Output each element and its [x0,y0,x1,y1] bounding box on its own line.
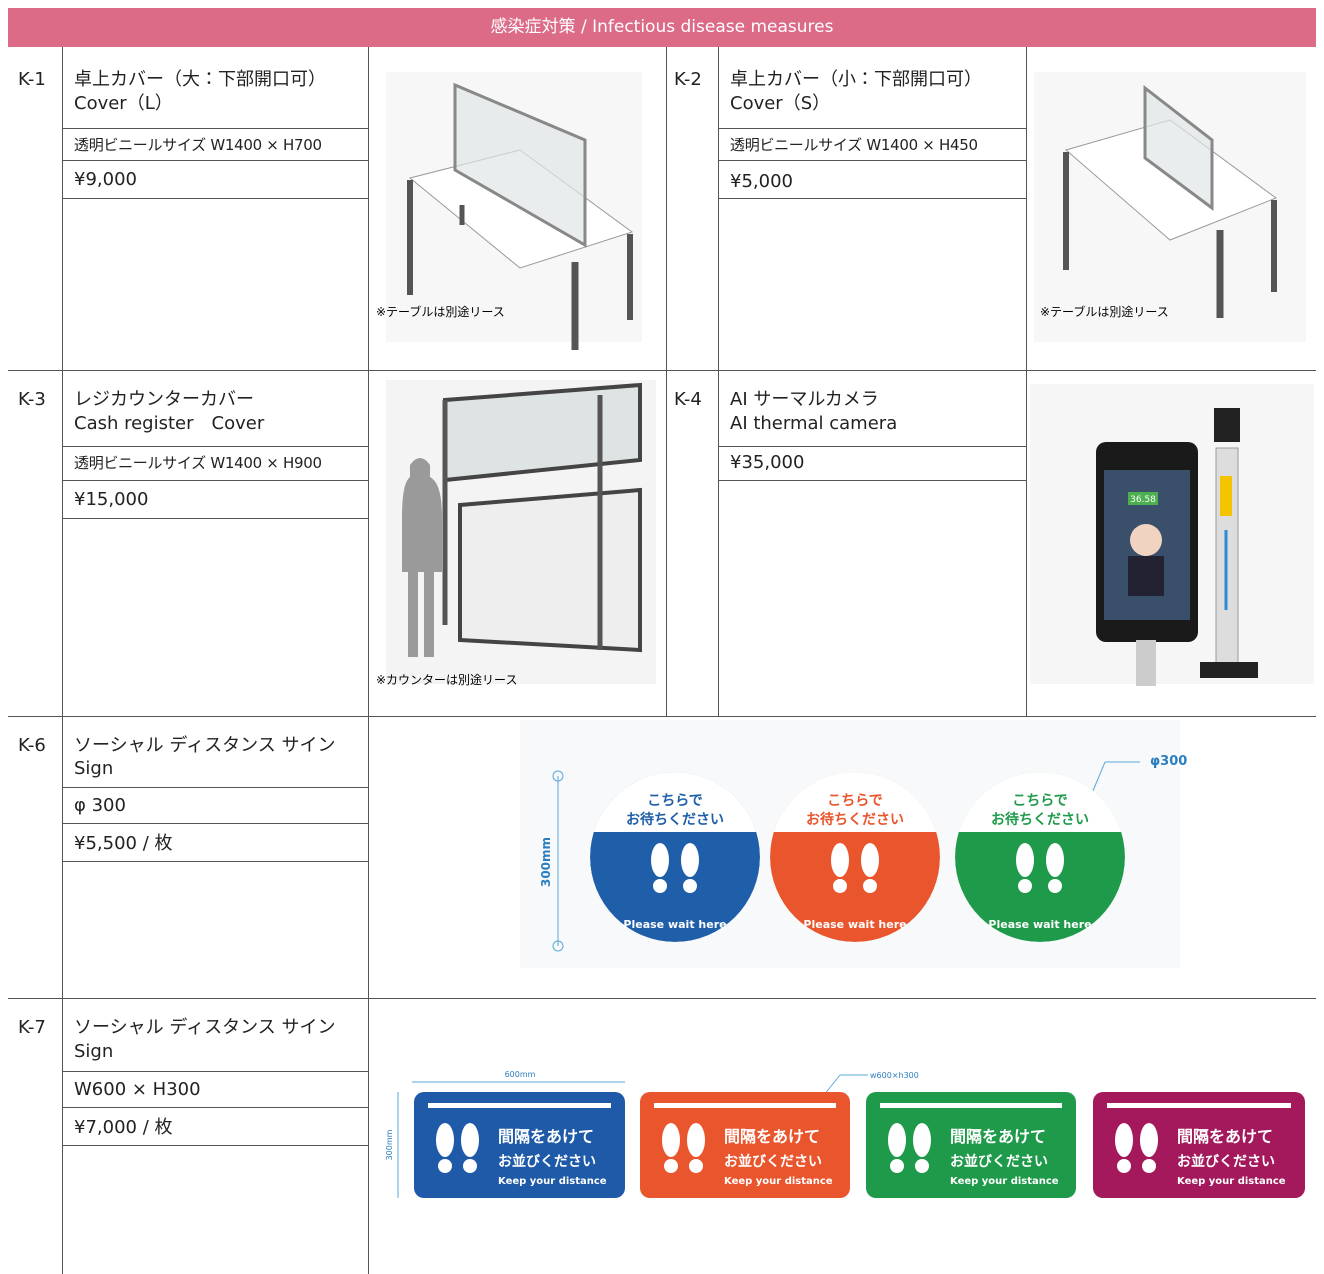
sign-image: 600mm 300mm w600×h300 間隔をあけて お並びください Kee… [385,1070,1305,1198]
price: ¥7,000 / 枚 [74,1117,173,1138]
border [8,370,1316,371]
price: ¥5,500 / 枚 [74,833,173,854]
border [62,160,368,161]
border [8,998,1316,999]
sign-text: φ300 [1150,754,1187,769]
price: ¥15,000 [74,489,149,510]
spec: φ 300 [74,795,126,816]
product-image: ※テーブルは別途リース [1034,72,1306,342]
border [718,128,1026,129]
border [62,823,368,824]
spec: 透明ビニールサイズ W1400 × H450 [730,136,978,154]
border [62,1071,368,1072]
border [718,198,1026,199]
note: ※テーブルは別途リース [376,304,505,319]
name-ja: ソーシャル ディスタンス サイン [74,735,336,756]
sign-text: こちらで [827,793,883,809]
sign-text: お並びください [724,1153,822,1170]
spec: 透明ビニールサイズ W1400 × H900 [74,454,322,472]
name-en: Sign [74,1041,114,1062]
code: K-6 [18,735,46,756]
name-ja: 卓上カバー（小：下部開口可） [730,69,982,90]
border [1026,47,1027,716]
code: K-1 [18,69,46,90]
code: K-3 [18,389,46,410]
sign-text: お待ちください [626,811,724,828]
border [8,716,1316,717]
screen-text: 36.58 [1130,495,1156,505]
sign-text: Keep your distance [950,1176,1059,1187]
sign-text: お並びください [950,1153,1048,1170]
border [718,47,719,716]
border [62,1107,368,1108]
sign-text: w600×h300 [870,1071,919,1080]
name-en: AI thermal camera [730,413,898,434]
sign-text: お待ちください [991,811,1089,828]
product-image: ※テーブルは別途リース [376,72,642,350]
name-ja: AI サーマルカメラ [730,389,879,410]
name-ja: 卓上カバー（大：下部開口可） [74,69,326,90]
code: K-7 [18,1017,46,1038]
border [62,128,368,129]
sign-text: こちらで [1012,793,1068,809]
border [718,480,1026,481]
price: ¥35,000 [730,452,805,473]
sign-text: お並びください [498,1153,596,1170]
code: K-4 [674,389,702,410]
sign-text: 間隔をあけて [724,1127,820,1146]
name-ja: レジカウンターカバー [74,389,254,410]
border [368,47,369,1274]
sign-text: Keep your distance [724,1176,833,1187]
border [62,787,368,788]
border [62,446,368,447]
sign-image: 300mm φ300 こちらで お待ちください こちらで お待ちください こちら… [520,720,1187,968]
sign-text: 300mm [539,837,553,887]
sign-text: Keep your distance [1177,1176,1286,1187]
spec: 透明ビニールサイズ W1400 × H700 [74,136,322,154]
border [62,198,368,199]
sign-text: 300mm [385,1129,394,1160]
sign-text: お並びください [1177,1153,1275,1170]
code: K-2 [674,69,702,90]
note: ※テーブルは別途リース [1040,304,1169,319]
name-en: Cover（L） [74,93,173,114]
border [62,518,368,519]
border [666,47,667,716]
border [62,861,368,862]
border [62,1145,368,1146]
header: 感染症対策 / Infectious disease measures [8,8,1316,47]
sign-text: お待ちください [806,811,904,828]
border [718,446,1026,447]
price: ¥5,000 [730,171,793,192]
sign-text: Keep your distance [498,1176,607,1187]
border [62,480,368,481]
spec: W600 × H300 [74,1079,201,1100]
product-image: ※カウンターは別途リース [376,380,656,687]
sign-text: 600mm [505,1070,536,1079]
name-en: Cover（S） [730,93,831,114]
sign-text: 間隔をあけて [1177,1127,1273,1146]
sign-text: Please wait here [623,918,726,931]
border [718,160,1026,161]
sign-text: 間隔をあけて [498,1127,594,1146]
sign-text: こちらで [647,793,703,809]
note: ※カウンターは別途リース [376,673,517,687]
sign-text: 間隔をあけて [950,1127,1046,1146]
sign-text: Please wait here [988,918,1091,931]
name-en: Cash register Cover [74,413,265,434]
border [62,47,63,1274]
name-ja: ソーシャル ディスタンス サイン [74,1017,336,1038]
sign-text: Please wait here [803,918,906,931]
price: ¥9,000 [74,169,137,190]
product-image: 36.58 [1030,384,1314,686]
name-en: Sign [74,758,114,779]
